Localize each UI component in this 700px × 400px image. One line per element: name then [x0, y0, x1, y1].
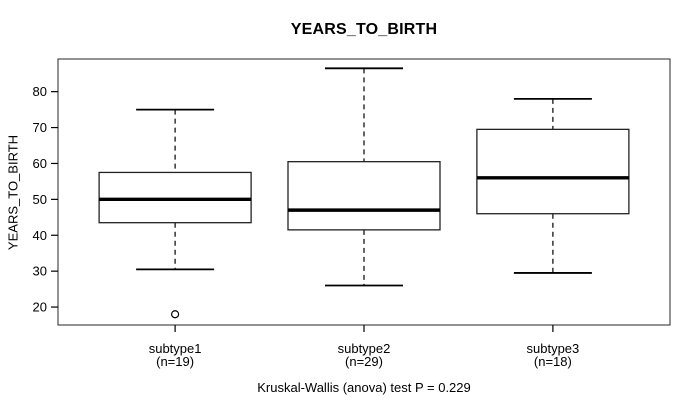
iqr-box: [287, 161, 441, 231]
x-count-label: (n=18): [534, 354, 572, 369]
y-tick-label: 70: [33, 120, 47, 135]
iqr-box: [476, 128, 630, 215]
x-category-label: subtype3: [527, 341, 580, 356]
y-tick-label: 50: [33, 192, 47, 207]
kruskal-wallis-annotation: Kruskal-Wallis (anova) test P = 0.229: [257, 380, 471, 395]
y-tick-label: 20: [33, 300, 47, 315]
x-category-label: subtype2: [338, 341, 391, 356]
x-count-label: (n=29): [345, 354, 383, 369]
x-category-label: subtype1: [149, 341, 202, 356]
y-tick-label: 40: [33, 228, 47, 243]
outlier-point: [171, 310, 180, 319]
iqr-box: [98, 171, 252, 224]
y-tick-label: 60: [33, 156, 47, 171]
x-count-label: (n=19): [156, 354, 194, 369]
chart-title: YEARS_TO_BIRTH: [290, 21, 438, 38]
y-tick-label: 30: [33, 264, 47, 279]
y-axis-title: YEARS_TO_BIRTH: [5, 134, 21, 251]
y-tick-label: 80: [33, 84, 47, 99]
